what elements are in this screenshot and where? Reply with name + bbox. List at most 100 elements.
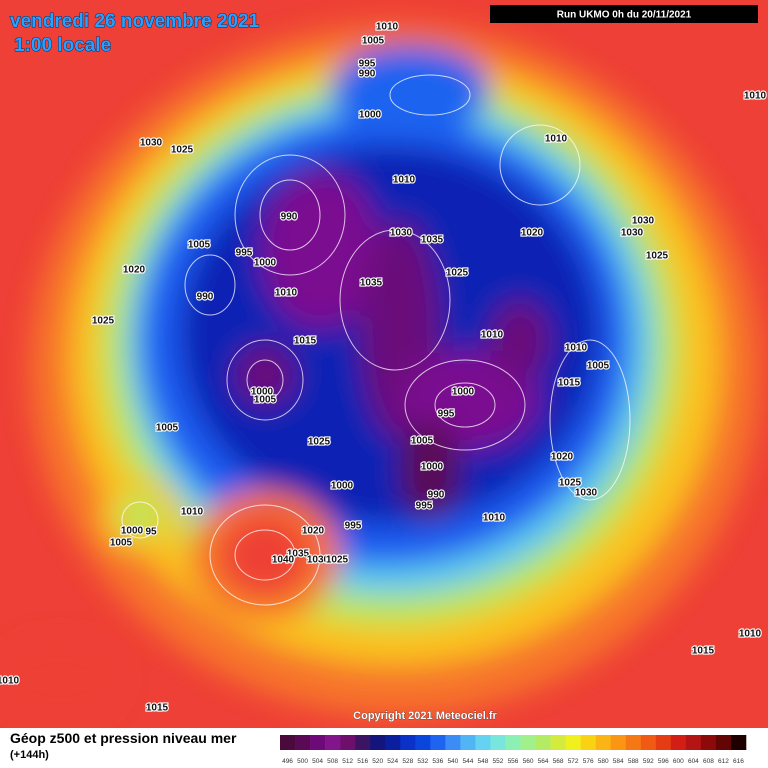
- pressure-label: 990: [281, 212, 298, 223]
- pressure-label: 1010: [393, 175, 416, 186]
- pressure-label: 990: [197, 292, 214, 303]
- pressure-label: 1025: [308, 437, 331, 448]
- pressure-label: 1010: [376, 22, 399, 33]
- legend-swatch: [520, 735, 536, 750]
- legend-label: 552: [493, 758, 504, 765]
- legend-swatch: [400, 735, 416, 750]
- pressure-label: 995: [438, 409, 455, 420]
- legend-label: 532: [417, 758, 428, 765]
- pressure-label: 1010: [0, 676, 20, 687]
- pressure-label: 1000: [359, 110, 382, 121]
- legend-label: 496: [282, 758, 293, 765]
- legend-swatch: [445, 735, 461, 750]
- legend-label: 560: [523, 758, 534, 765]
- legend-swatch: [550, 735, 566, 750]
- legend-label: 536: [432, 758, 443, 765]
- pressure-label: 1005: [254, 395, 277, 406]
- legend-label: 568: [553, 758, 564, 765]
- legend-swatch: [715, 735, 732, 750]
- pressure-label: 1030: [140, 138, 163, 149]
- legend-swatch: [655, 735, 672, 750]
- footer-lead: (+144h): [10, 749, 49, 761]
- pressure-label: 995: [416, 501, 433, 512]
- legend-label: 520: [372, 758, 383, 765]
- pressure-label: 1000: [254, 258, 277, 269]
- pressure-label: 95: [145, 527, 157, 538]
- pressure-label: 1015: [558, 378, 581, 389]
- pressure-label: 1005: [362, 36, 385, 47]
- legend-swatch: [310, 735, 326, 750]
- legend-label: 544: [462, 758, 473, 765]
- legend-swatch: [385, 735, 401, 750]
- legend-swatch: [505, 735, 521, 750]
- legend-swatch: [490, 735, 506, 750]
- pressure-label: 1010: [481, 330, 504, 341]
- pressure-label: 1015: [294, 336, 317, 347]
- pressure-label: 995: [359, 59, 376, 70]
- legend-swatch: [370, 735, 386, 750]
- legend-label: 540: [447, 758, 458, 765]
- legend-swatch: [460, 735, 476, 750]
- legend-label: 500: [297, 758, 308, 765]
- pressure-label: 1035: [360, 278, 383, 289]
- legend-label: 600: [673, 758, 684, 765]
- pressure-label: 1035: [287, 549, 310, 560]
- legend-label: 508: [327, 758, 338, 765]
- pressure-label: 1000: [251, 387, 274, 398]
- pressure-label: 1015: [146, 703, 169, 714]
- pressure-label: 1005: [188, 240, 211, 251]
- legend-swatch: [415, 735, 431, 750]
- pressure-label: 1025: [326, 555, 349, 566]
- legend-swatch: [700, 735, 717, 750]
- pressure-label: 995: [236, 248, 253, 259]
- legend-swatch: [430, 735, 446, 750]
- legend-label: 608: [703, 758, 714, 765]
- copyright: Copyright 2021 Meteociel.fr: [353, 710, 497, 722]
- legend-swatch: [325, 735, 341, 750]
- footer-title: Géop z500 et pression niveau mer: [10, 730, 237, 746]
- legend-swatch: [640, 735, 657, 750]
- legend-label: 580: [598, 758, 609, 765]
- legend-label: 556: [508, 758, 519, 765]
- pressure-label: 1000: [121, 526, 144, 537]
- legend-swatch: [565, 735, 581, 750]
- legend-label: 524: [387, 758, 398, 765]
- geopotential-field: [0, 0, 768, 728]
- pressure-label: 1040: [272, 555, 295, 566]
- legend-swatch: [685, 735, 702, 750]
- legend-swatch: [730, 735, 747, 750]
- pressure-label: 1025: [559, 478, 582, 489]
- pressure-label: 1000: [452, 387, 475, 398]
- legend-swatch: [340, 735, 356, 750]
- pressure-label: 1020: [302, 526, 325, 537]
- pressure-label: 1010: [545, 134, 568, 145]
- legend-label: 584: [613, 758, 624, 765]
- pressure-label: 1000: [331, 481, 354, 492]
- legend-label: 564: [538, 758, 549, 765]
- legend-swatch: [355, 735, 371, 750]
- pressure-label: 990: [428, 490, 445, 501]
- pressure-label: 1025: [446, 268, 469, 279]
- pressure-label: 1010: [483, 513, 506, 524]
- pressure-label: 1020: [123, 265, 146, 276]
- legend-label: 612: [718, 758, 729, 765]
- legend-label: 616: [733, 758, 744, 765]
- pressure-label: 1010: [275, 288, 298, 299]
- pressure-label: 1015: [692, 646, 715, 657]
- pressure-label: 1005: [110, 538, 133, 549]
- legend-swatch: [625, 735, 642, 750]
- legend-label: 596: [658, 758, 669, 765]
- legend-label: 588: [628, 758, 639, 765]
- pressure-label: 1005: [411, 436, 434, 447]
- legend-swatch: [535, 735, 551, 750]
- pressure-label: 1010: [744, 91, 767, 102]
- pressure-label: 1025: [92, 316, 115, 327]
- pressure-label: 1000: [421, 462, 444, 473]
- legend-swatch: [295, 735, 311, 750]
- pressure-label: 1035: [421, 235, 444, 246]
- pressure-label: 995: [345, 521, 362, 532]
- legend-label: 512: [342, 758, 353, 765]
- legend-label: 576: [583, 758, 594, 765]
- legend-label: 528: [402, 758, 413, 765]
